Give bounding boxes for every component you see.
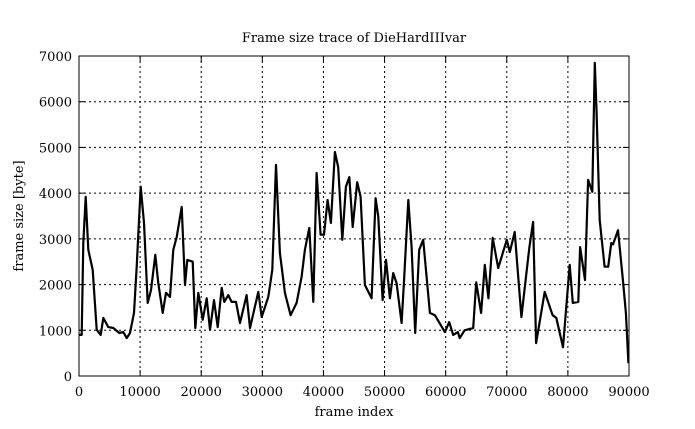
x-tick-label: 50000	[364, 385, 405, 400]
x-tick-label: 60000	[425, 385, 466, 400]
chart-title: Frame size trace of DieHardIIIvar	[242, 31, 467, 46]
y-tick-label: 7000	[39, 50, 72, 65]
x-tick-label: 20000	[181, 385, 222, 400]
y-tick-label: 1000	[39, 324, 72, 339]
x-tick-label: 90000	[608, 385, 649, 400]
y-tick-labels: 0 1000 2000 3000 4000 5000 6000 7000	[39, 50, 72, 385]
y-tick-label: 2000	[39, 279, 72, 294]
x-tick-label: 70000	[486, 385, 527, 400]
y-tick-label: 3000	[39, 233, 72, 248]
y-tick-label: 0	[64, 370, 72, 385]
y-tick-label: 4000	[39, 187, 72, 202]
x-tick-label: 80000	[547, 385, 588, 400]
series-line	[79, 61, 630, 364]
x-tick-label: 30000	[242, 385, 283, 400]
y-axis-label: frame size [byte]	[12, 160, 27, 271]
y-tick-label: 6000	[39, 96, 72, 111]
x-tick-label: 40000	[303, 385, 344, 400]
x-tick-labels: 0 10000 20000 30000 40000 50000 60000 70000 8000…	[75, 385, 650, 400]
plot-frame	[78, 55, 630, 377]
x-axis-label: frame index	[315, 405, 394, 420]
y-tick-label: 5000	[39, 141, 72, 156]
x-tick-label: 10000	[119, 385, 160, 400]
x-tick-label: 0	[75, 385, 83, 400]
ticks	[78, 55, 630, 377]
